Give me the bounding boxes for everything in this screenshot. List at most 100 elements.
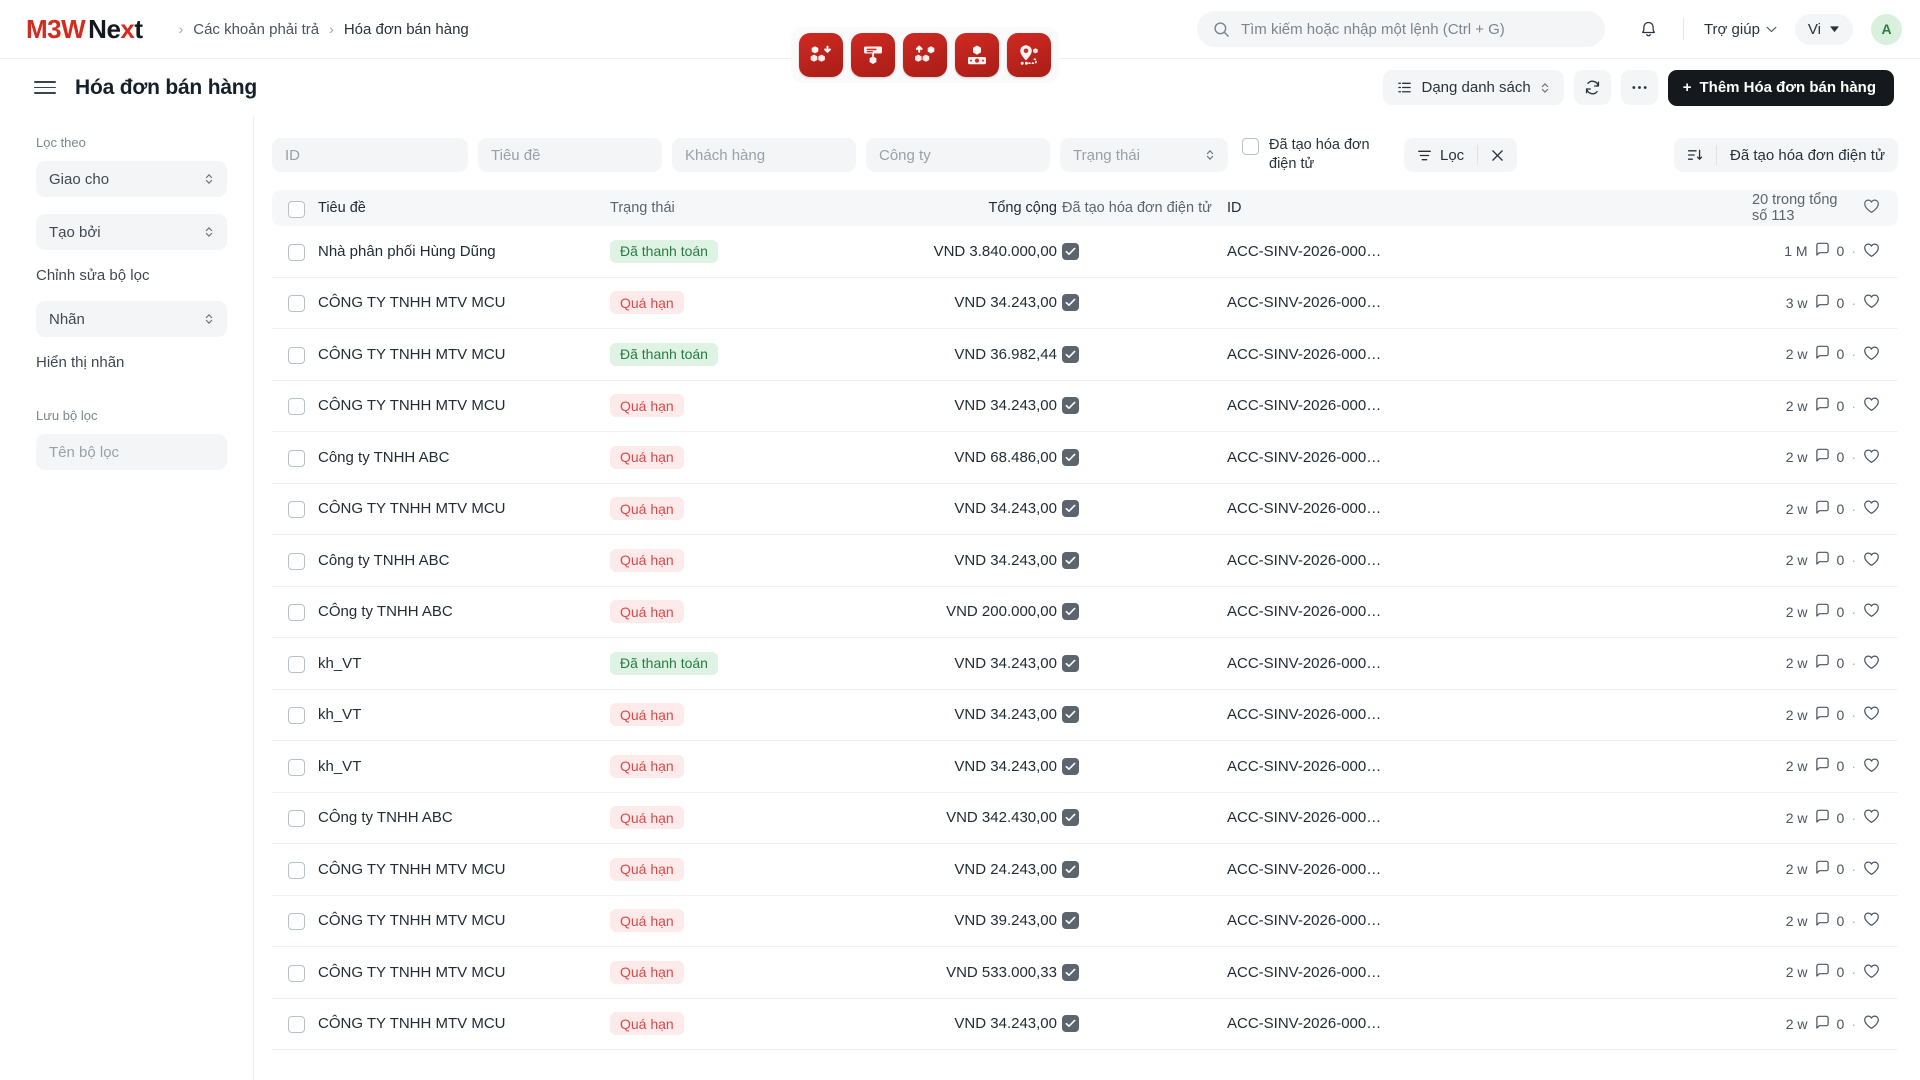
table-row[interactable]: CÔng ty TNHH ABC Quá hạn VND 342.430,00 ACC… [272,793,1898,844]
row-select-cell[interactable] [288,293,318,313]
row-checkbox[interactable] [288,449,305,467]
cell-id[interactable]: ACC-SINV-2026-000… [1227,397,1382,415]
table-row[interactable]: kh_VT Quá hạn VND 34.243,00 ACC-SINV-2026-0… [272,741,1898,793]
einvoice-checked-icon[interactable] [1062,551,1079,569]
table-row[interactable]: CÔNG TY TNHH MTV MCU Quá hạn VND 34.243,00… [272,999,1898,1050]
cell-id[interactable]: ACC-SINV-2026-000… [1227,809,1382,827]
table-row[interactable]: CÔNG TY TNHH MTV MCU Quá hạn VND 34.243,00… [272,484,1898,535]
cell-id[interactable]: ACC-SINV-2026-000… [1227,1015,1382,1033]
cell-id[interactable]: ACC-SINV-2026-000… [1227,345,1382,363]
filter-company-input[interactable] [866,138,1050,172]
einvoice-checked-icon[interactable] [1062,706,1079,724]
row-select-cell[interactable] [288,705,318,725]
cell-einvoice[interactable] [1057,242,1219,260]
table-row[interactable]: CÔng ty TNHH ABC Quá hạn VND 200.000,00 ACC… [272,587,1898,638]
comment-icon[interactable] [1815,345,1830,363]
select-all-checkbox[interactable] [288,200,305,218]
row-select-cell[interactable] [288,860,318,879]
sort-field-button[interactable]: Đã tạo hóa đơn điện tử [1717,138,1898,172]
table-row[interactable]: CÔNG TY TNHH MTV MCU Quá hạn VND 34.243,00… [272,278,1898,329]
table-row[interactable]: kh_VT Đã thanh toán VND 34.243,00 ACC-SINV-… [272,638,1898,690]
row-select-cell[interactable] [288,654,318,673]
row-select-cell[interactable] [288,242,318,261]
comment-icon[interactable] [1815,757,1830,775]
row-checkbox[interactable] [288,810,305,828]
cell-title[interactable]: CÔNG TY TNHH MTV MCU [318,294,506,312]
row-select-cell[interactable] [288,963,318,982]
row-checkbox[interactable] [288,964,305,982]
row-checkbox[interactable] [288,758,305,776]
row-checkbox[interactable] [288,501,305,519]
favorite-icon[interactable] [1863,860,1880,879]
cell-einvoice[interactable] [1057,912,1219,930]
cell-id[interactable]: ACC-SINV-2026-000… [1227,654,1382,672]
bell-icon[interactable] [1631,11,1667,47]
favorite-icon[interactable] [1863,911,1880,930]
einvoice-checked-icon[interactable] [1062,448,1079,466]
show-tags-link[interactable]: Hiển thị nhãn [36,354,125,371]
row-checkbox[interactable] [288,604,305,622]
row-select-cell[interactable] [288,757,318,776]
einvoice-checked-icon[interactable] [1062,294,1079,312]
language-selector[interactable]: Vi [1794,13,1853,45]
row-checkbox[interactable] [288,707,305,725]
comment-icon[interactable] [1815,963,1830,981]
filter-name-input[interactable] [36,434,227,470]
comment-icon[interactable] [1815,397,1830,415]
comment-icon[interactable] [1815,860,1830,878]
cell-title[interactable]: CÔNG TY TNHH MTV MCU [318,1015,506,1033]
comment-icon[interactable] [1815,706,1830,724]
cell-title[interactable]: CÔNG TY TNHH MTV MCU [318,500,506,518]
column-header-status[interactable]: Trạng thái [610,200,675,216]
cell-einvoice[interactable] [1057,448,1219,466]
filter-einvoice-checkbox-group[interactable]: Đã tạo hóa đơn điện tử [1242,136,1394,174]
table-row[interactable]: CÔNG TY TNHH MTV MCU Quá hạn VND 34.243,00… [272,381,1898,432]
cell-id[interactable]: ACC-SINV-2026-000… [1227,500,1382,518]
edit-filters-link[interactable]: Chỉnh sửa bộ lọc [36,267,150,284]
favorite-icon[interactable] [1863,963,1880,982]
column-header-title[interactable]: Tiêu đề [318,200,366,216]
favorite-icon[interactable] [1863,1014,1880,1033]
comment-icon[interactable] [1815,809,1830,827]
cell-title[interactable]: Công ty TNHH ABC [318,551,450,569]
row-select-cell[interactable] [288,1014,318,1034]
view-mode-selector[interactable]: Dạng danh sách [1383,70,1564,105]
filter-status-select[interactable]: Trạng thái [1060,138,1228,172]
favorite-icon[interactable] [1863,808,1880,827]
row-checkbox[interactable] [288,913,305,931]
row-select-cell[interactable] [288,448,318,467]
assigned-to-select[interactable]: Giao cho [36,161,227,197]
column-header-id[interactable]: ID [1227,200,1242,216]
cell-id[interactable]: ACC-SINV-2026-000… [1227,603,1382,621]
cell-einvoice[interactable] [1057,809,1219,827]
cell-einvoice[interactable] [1057,654,1219,672]
favorite-icon[interactable] [1863,345,1880,364]
cell-id[interactable]: ACC-SINV-2026-000… [1227,242,1382,260]
cell-title[interactable]: kh_VT [318,654,362,672]
row-checkbox[interactable] [288,861,305,879]
favorite-icon[interactable] [1863,705,1880,724]
sort-direction-icon[interactable] [1674,138,1716,172]
tags-select[interactable]: Nhãn [36,301,227,337]
favorite-icon[interactable] [1863,551,1880,570]
filter-einvoice-checkbox[interactable] [1242,138,1259,155]
close-icon[interactable] [1478,138,1517,172]
cell-title[interactable]: CÔNG TY TNHH MTV MCU [318,345,506,363]
add-sales-invoice-button[interactable]: + Thêm Hóa đơn bán hàng [1667,69,1894,106]
row-checkbox[interactable] [288,243,305,261]
einvoice-checked-icon[interactable] [1062,912,1079,930]
favorite-icon[interactable] [1863,448,1880,467]
comment-icon[interactable] [1815,294,1830,312]
favorite-icon[interactable] [1863,293,1880,312]
comment-icon[interactable] [1815,500,1830,518]
cell-einvoice[interactable] [1057,603,1219,621]
row-checkbox[interactable] [288,552,305,570]
row-select-cell[interactable] [288,911,318,931]
table-row[interactable]: CÔNG TY TNHH MTV MCU Quá hạn VND 24.243,00… [272,844,1898,896]
payment-entry-icon[interactable] [955,33,999,77]
favorite-icon[interactable] [1863,757,1880,776]
delivery-note-icon[interactable] [851,33,895,77]
cell-id[interactable]: ACC-SINV-2026-000… [1227,963,1382,981]
row-checkbox[interactable] [288,295,305,313]
row-select-cell[interactable] [288,551,318,570]
